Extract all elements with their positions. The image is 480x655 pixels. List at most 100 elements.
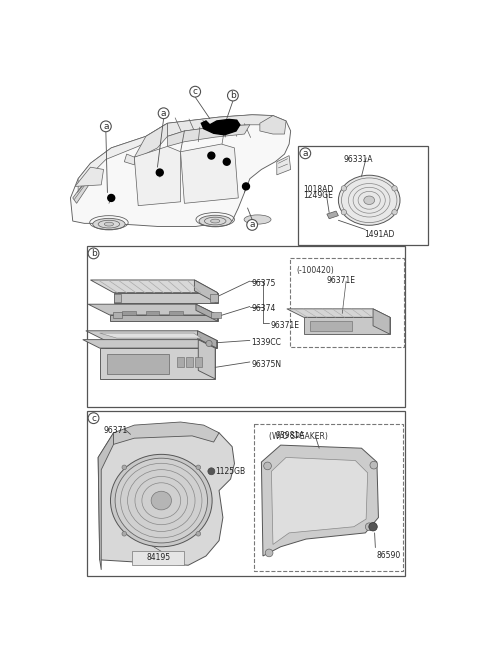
Text: 1125GB: 1125GB [215, 466, 245, 476]
Text: 96374: 96374 [252, 304, 276, 313]
Text: 96331A: 96331A [343, 155, 372, 164]
Bar [195, 358, 202, 367]
Text: b: b [230, 91, 236, 100]
Bar [210, 294, 217, 302]
Circle shape [365, 523, 373, 531]
Ellipse shape [110, 455, 212, 547]
Polygon shape [100, 333, 201, 338]
Circle shape [228, 90, 238, 101]
Text: 1339CC: 1339CC [252, 338, 281, 347]
Polygon shape [198, 340, 215, 379]
Ellipse shape [93, 218, 125, 230]
Circle shape [208, 468, 215, 475]
Polygon shape [304, 317, 390, 334]
Bar [122, 310, 136, 315]
Polygon shape [327, 211, 338, 219]
Polygon shape [277, 156, 291, 175]
Polygon shape [86, 331, 217, 341]
Circle shape [88, 248, 99, 259]
Polygon shape [201, 119, 240, 135]
Circle shape [208, 152, 215, 159]
Ellipse shape [364, 196, 374, 204]
Polygon shape [373, 309, 390, 334]
Polygon shape [98, 425, 234, 565]
Ellipse shape [199, 215, 231, 227]
Circle shape [265, 549, 273, 557]
Circle shape [88, 413, 99, 424]
Circle shape [156, 169, 163, 176]
Text: 96371E: 96371E [327, 276, 356, 286]
Polygon shape [134, 146, 180, 206]
Bar [154, 177, 170, 181]
Polygon shape [287, 309, 390, 317]
Ellipse shape [104, 222, 114, 226]
Bar [211, 312, 221, 318]
Polygon shape [197, 331, 217, 348]
Ellipse shape [115, 458, 207, 543]
Text: 1018AD: 1018AD [303, 185, 333, 194]
Circle shape [209, 153, 214, 159]
Text: (-100420): (-100420) [296, 267, 334, 276]
Text: 96371: 96371 [104, 426, 128, 435]
Text: c: c [91, 414, 96, 422]
Circle shape [392, 210, 397, 215]
Ellipse shape [338, 176, 400, 225]
Polygon shape [180, 144, 238, 203]
Circle shape [196, 531, 201, 536]
Polygon shape [196, 304, 217, 321]
Bar [186, 358, 193, 367]
Circle shape [392, 185, 397, 191]
Text: 93981A: 93981A [275, 431, 305, 440]
Circle shape [196, 465, 201, 470]
Polygon shape [260, 115, 286, 134]
Circle shape [206, 341, 212, 346]
Circle shape [247, 219, 258, 231]
Ellipse shape [151, 491, 171, 510]
Circle shape [122, 531, 127, 536]
Bar [86, 246, 406, 407]
Polygon shape [262, 445, 378, 556]
Polygon shape [114, 422, 219, 444]
Polygon shape [168, 115, 273, 136]
Text: a: a [302, 149, 308, 158]
Circle shape [223, 159, 230, 165]
Ellipse shape [244, 215, 271, 224]
Text: a: a [103, 122, 108, 131]
Bar [86, 411, 406, 576]
Polygon shape [194, 280, 217, 303]
Bar [132, 552, 184, 565]
Circle shape [341, 185, 347, 191]
Circle shape [100, 121, 111, 132]
Circle shape [300, 148, 311, 159]
Polygon shape [90, 280, 217, 293]
Circle shape [122, 465, 127, 470]
Polygon shape [114, 293, 217, 303]
Bar [114, 294, 121, 302]
Circle shape [108, 195, 115, 202]
Circle shape [341, 210, 347, 215]
Circle shape [190, 86, 201, 97]
Circle shape [370, 461, 378, 469]
Polygon shape [83, 340, 215, 348]
Bar [168, 310, 182, 315]
Polygon shape [124, 154, 134, 165]
Polygon shape [105, 341, 217, 348]
Circle shape [264, 462, 271, 470]
Polygon shape [78, 123, 168, 193]
Bar [310, 321, 352, 331]
Text: a: a [161, 109, 167, 118]
Polygon shape [73, 177, 90, 203]
Text: 1249GE: 1249GE [303, 191, 333, 200]
Text: b: b [91, 249, 96, 258]
Circle shape [369, 523, 377, 531]
Text: a: a [250, 220, 255, 229]
Bar [290, 258, 404, 346]
Bar [204, 172, 221, 176]
Polygon shape [110, 315, 217, 321]
Text: (W/O SPEAKER): (W/O SPEAKER) [269, 432, 328, 441]
Text: 86590: 86590 [377, 551, 401, 559]
Text: 84195: 84195 [146, 553, 170, 562]
Polygon shape [75, 167, 104, 187]
Text: 96375: 96375 [252, 279, 276, 288]
Text: 96371E: 96371E [271, 321, 300, 330]
